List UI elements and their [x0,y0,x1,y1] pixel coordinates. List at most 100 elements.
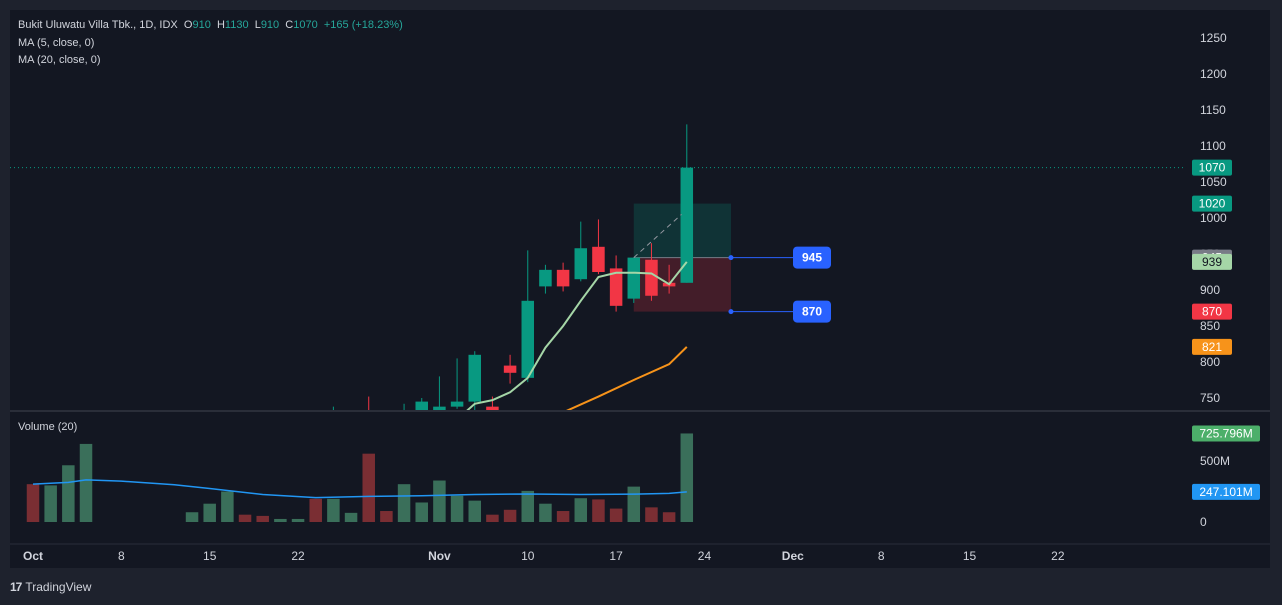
low-key: L [254,19,261,31]
volume-bar [662,512,676,522]
position-entry-pill-text: 945 [802,251,822,265]
volume-bar [592,499,605,522]
volume-bar [627,486,641,522]
time-tick-label: Nov [428,549,451,563]
ma20-label: MA (20, close, 0) [18,54,101,66]
candle-body [503,365,517,373]
candle-body [486,406,499,410]
high-value: 1130 [224,19,249,31]
ma5-line [466,261,688,410]
volume-label: Volume (20) [18,421,78,433]
volume-tick-label: 0 [1200,515,1207,529]
price-tick-label: 1000 [1200,211,1227,225]
price-tick-label: 1250 [1200,31,1227,45]
volume-bar [521,490,535,522]
volume-bar [274,518,287,522]
time-tick-label: Dec [782,549,804,563]
volume-bar [680,433,694,522]
price-tick-label: 850 [1200,319,1220,333]
legend-ma20[interactable]: MA (20, close, 0) [18,53,101,67]
candle-body [574,248,588,280]
price-tick-label: 1150 [1200,103,1226,117]
volume-bar [415,502,428,522]
volume-bar [609,508,623,522]
candle-body [680,167,694,283]
volume-bar [556,511,570,522]
open-value: 910 [192,19,211,31]
volume-axis-label-box [1192,425,1260,442]
symbol-name[interactable]: Bukit Uluwatu Villa Tbk., 1D, IDX [18,19,178,31]
legend-volume[interactable]: Volume (20) [18,420,77,434]
time-tick-label: Oct [23,549,43,563]
position-diagonal [633,214,682,258]
volume-bar [185,512,199,522]
volume-bar [256,515,269,522]
volume-bar [238,514,252,522]
change-value: +165 (+18.23%) [323,19,403,31]
price-axis-label: 1070 [1199,161,1226,175]
tradingview-icon: 17 [10,580,22,594]
time-tick-label: 8 [878,549,885,563]
price-axis-label: 821 [1202,340,1222,354]
volume-bar [574,498,588,522]
ma20-line [566,346,688,410]
volume-bar [468,500,481,522]
volume-ma-line [32,479,687,499]
volume-bar [44,485,57,522]
position-stop-pill-handle[interactable] [728,309,734,315]
position-entry-pill[interactable] [793,246,831,269]
axis-price-labels: 94587010701020945939870821725.796M247.10… [728,159,1260,500]
open-key: O [183,19,193,31]
close-value: 1070 [293,19,318,31]
volume-axis-label-box [1192,483,1260,500]
volume-bar [221,491,234,522]
price-tick-label: 800 [1200,355,1220,369]
volume-bar [309,498,322,522]
candle-body [450,401,464,407]
price-axis-label-box [1192,303,1232,320]
candle-body [539,269,552,287]
volume-bar [503,509,517,522]
legend-ma5[interactable]: MA (5, close, 0) [18,36,94,50]
price-pane: R [10,124,1185,410]
volume-bar [380,511,393,522]
high-key: H [216,19,225,31]
price-tick-label: 900 [1200,283,1220,297]
time-tick-label: 15 [963,549,977,563]
price-axis-label-box [1192,338,1232,355]
volume-bar [645,507,658,522]
candle-body [627,257,641,299]
candle-body [468,354,481,402]
price-tick-label: 1050 [1200,175,1227,189]
price-axis-label: 939 [1202,255,1222,269]
candle-body [521,300,535,378]
price-tick-label: 1100 [1200,139,1226,153]
volume-bar [539,503,552,522]
candle-body [415,401,428,410]
volume-axis-label: 247.101M [1199,485,1252,499]
position-stop-pill-text: 870 [802,305,822,319]
time-tick-label: 17 [609,549,623,563]
volume-bar [62,465,75,522]
price-axis-label: 1020 [1199,197,1226,211]
grid [10,410,1270,545]
price-axis-label-box [1192,195,1232,212]
candle-body [556,269,570,287]
candle-body [645,259,658,296]
volume-pane [26,433,694,522]
volume-bar [362,453,375,522]
tradingview-logo[interactable]: 17 TradingView [10,580,91,594]
time-tick-label: 10 [521,549,535,563]
volume-axis-label: 725.796M [1199,426,1252,440]
low-value: 910 [260,19,280,31]
position-stop-pill[interactable] [793,300,831,323]
position-entry-pill-handle[interactable] [728,255,734,261]
candle-body [433,406,446,410]
volume-bar [26,484,40,522]
price-axis-label-box [1192,253,1232,270]
candle-body [609,268,623,306]
ma5-label: MA (5, close, 0) [18,37,95,49]
time-tick-label: 22 [291,549,305,563]
time-tick-label: 15 [203,549,217,563]
